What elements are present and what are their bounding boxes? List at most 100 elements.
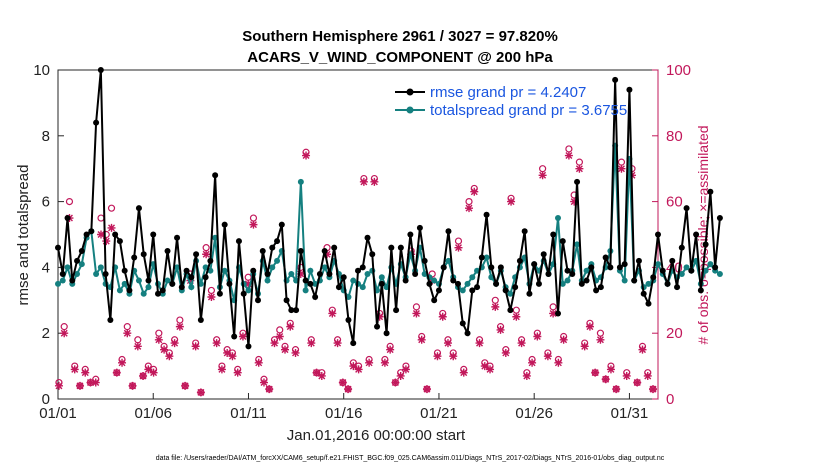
rmse-point xyxy=(421,257,428,264)
rmse-point xyxy=(55,244,61,251)
rmse-point xyxy=(416,224,423,231)
obs-assimilated-point xyxy=(144,365,153,374)
rmse-point xyxy=(59,270,66,277)
rmse-point xyxy=(693,231,700,238)
x-tick-label: 01/31 xyxy=(611,405,649,422)
obs-assimilated-point xyxy=(438,312,447,321)
spread-point xyxy=(97,264,104,271)
rmse-point xyxy=(83,231,90,238)
spread-point xyxy=(707,261,714,268)
spread-point xyxy=(121,280,128,287)
obs-assimilated-point xyxy=(559,335,568,344)
rmse-point xyxy=(497,264,504,271)
obs-assimilated-point xyxy=(344,385,353,394)
rmse-point xyxy=(345,317,352,324)
rmse-point xyxy=(383,330,390,337)
rmse-point xyxy=(135,205,142,212)
spread-point xyxy=(245,287,252,294)
obs-assimilated-point xyxy=(191,342,200,351)
obs-assimilated-point xyxy=(643,371,652,380)
obs-assimilated-point xyxy=(538,171,547,180)
rmse-point xyxy=(569,270,576,277)
rmse-point xyxy=(526,290,533,297)
spread-point xyxy=(64,264,71,271)
obs-assimilated-point xyxy=(554,358,563,367)
obs-assimilated-point xyxy=(480,362,489,371)
rmse-point xyxy=(397,244,404,251)
obs-assimilated-point xyxy=(575,164,584,173)
rmse-point xyxy=(221,221,228,228)
obs-assimilated-point xyxy=(175,322,184,331)
obs-assimilated-point xyxy=(606,365,615,374)
rmse-point xyxy=(683,205,690,212)
rmse-point xyxy=(245,343,252,350)
obs-assimilated-point xyxy=(649,385,658,394)
obs-assimilated-point xyxy=(238,332,247,341)
spread-point xyxy=(116,287,123,294)
obs-assimilated-point xyxy=(396,371,405,380)
x-tick-label: 01/21 xyxy=(420,405,458,422)
obs-assimilated-point xyxy=(181,381,190,390)
obs-assimilated-point xyxy=(517,339,526,348)
obs-assimilated-point xyxy=(386,345,395,354)
rmse-point xyxy=(169,280,176,287)
obs-assimilated-point xyxy=(223,348,232,357)
obs-assimilated-point xyxy=(286,322,295,331)
rmse-point xyxy=(426,280,433,287)
obs-assimilated-point xyxy=(186,276,195,285)
rmse-point xyxy=(483,211,490,218)
spread-point xyxy=(359,284,366,291)
x-tick-label: 01/06 xyxy=(134,405,172,422)
rmse-point xyxy=(650,274,657,281)
rmse-point xyxy=(159,287,166,294)
obs-assimilated-point xyxy=(465,204,474,213)
rmse-point xyxy=(597,284,604,291)
rmse-series xyxy=(55,67,723,350)
rmse-point xyxy=(616,264,623,271)
obs-assimilated-point xyxy=(265,385,274,394)
rmse-point xyxy=(326,270,333,277)
spread-point xyxy=(574,241,581,248)
obs-assimilated-point xyxy=(580,342,589,351)
obs-possible-point xyxy=(107,204,116,212)
rmse-point xyxy=(655,231,661,238)
spread-point xyxy=(559,280,566,287)
spread-point xyxy=(269,264,276,271)
rmse-point xyxy=(369,251,376,258)
spread-point xyxy=(445,257,452,264)
obs-assimilated-point xyxy=(323,250,332,259)
spread-point xyxy=(459,287,466,294)
rmse-point xyxy=(78,247,85,254)
obs-assimilated-point xyxy=(202,250,211,259)
rmse-point xyxy=(521,228,528,235)
rmse-point xyxy=(378,280,385,287)
obs-assimilated-point xyxy=(349,362,358,371)
left-axis-ticks: 0 2 4 6 8 10 xyxy=(33,62,64,408)
legend-rmse-marker xyxy=(406,88,414,96)
rmse-point xyxy=(255,297,261,304)
rmse-point xyxy=(388,244,395,251)
legend-spread-label: totalspread grand pr = 3.6755 xyxy=(430,102,627,119)
spread-point xyxy=(188,284,195,291)
obs-assimilated-point xyxy=(312,368,321,377)
obs-assimilated-point xyxy=(543,352,552,361)
rmse-point xyxy=(602,254,609,261)
rmse-point xyxy=(550,231,557,238)
spread-point xyxy=(93,270,100,277)
obs-assimilated-point xyxy=(570,197,579,206)
rmse-point xyxy=(688,267,695,274)
rmse-point xyxy=(469,287,476,294)
rmse-point xyxy=(702,241,709,248)
obs-assimilated-point xyxy=(170,339,179,348)
rmse-point xyxy=(93,119,100,126)
rmse-point xyxy=(274,238,281,245)
rmse-point xyxy=(307,280,314,287)
rmse-point xyxy=(659,267,666,274)
rmse-point xyxy=(364,234,371,241)
obs-assimilated-point xyxy=(207,293,216,302)
y-right-tick-label: 100 xyxy=(666,62,691,79)
obs-assimilated-point xyxy=(601,375,610,384)
rmse-point xyxy=(102,270,109,277)
rmse-point xyxy=(64,215,71,222)
obs-assimilated-point xyxy=(254,358,263,367)
